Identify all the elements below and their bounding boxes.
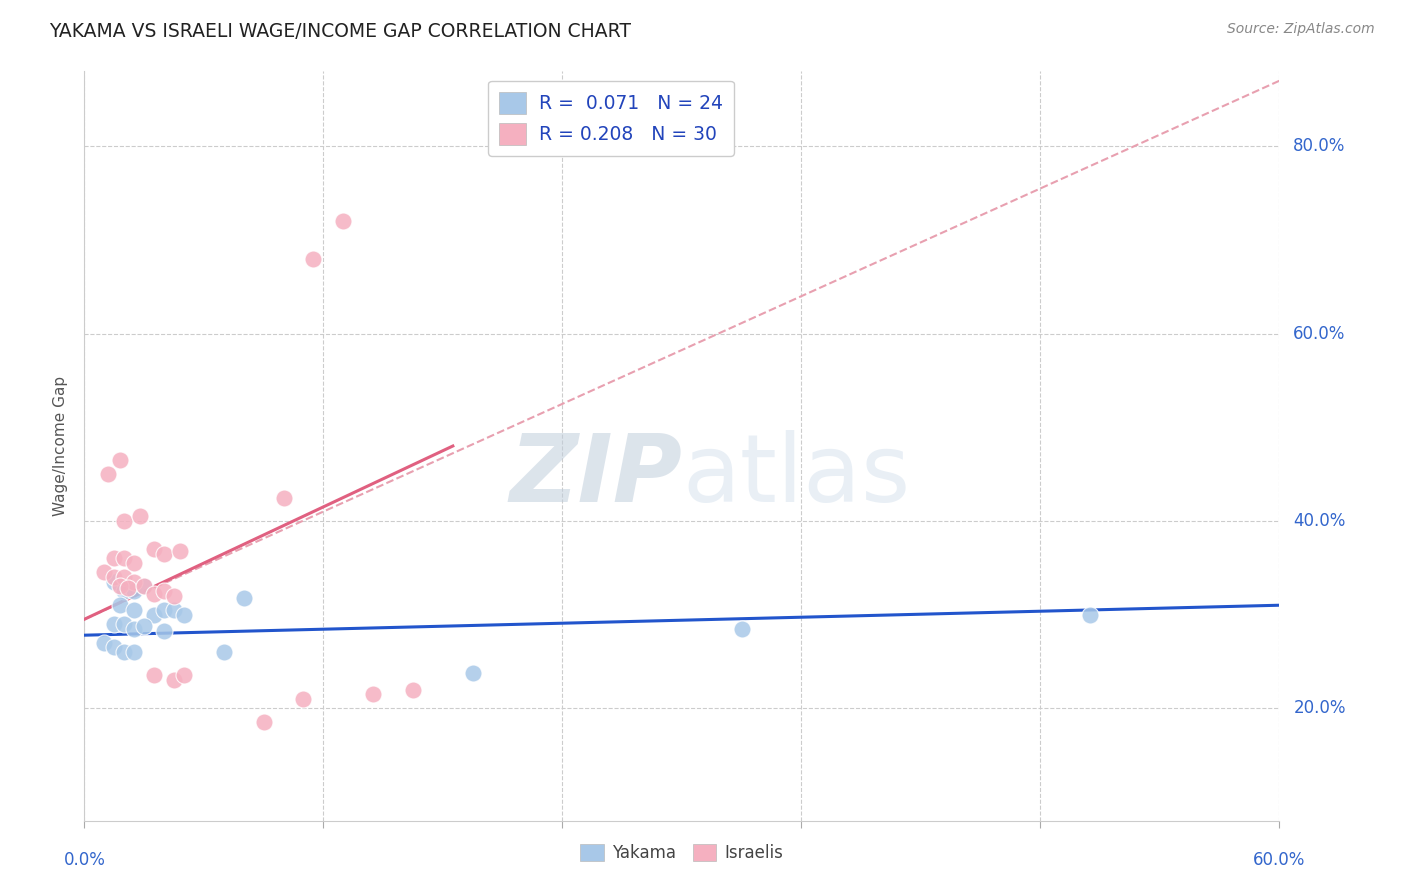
Point	[292, 692, 315, 706]
Point	[122, 622, 145, 636]
Text: 80.0%: 80.0%	[1294, 137, 1346, 155]
Point	[103, 617, 125, 632]
Text: 20.0%: 20.0%	[1294, 699, 1346, 717]
Point	[103, 570, 125, 584]
Point	[112, 551, 135, 566]
Point	[103, 551, 125, 566]
Point	[153, 584, 176, 599]
Point	[103, 574, 125, 589]
Point	[143, 542, 166, 557]
Point	[212, 645, 235, 659]
Text: atlas: atlas	[682, 430, 910, 522]
Text: 60.0%: 60.0%	[1253, 851, 1306, 869]
Point	[122, 603, 145, 617]
Point	[112, 645, 135, 659]
Point	[143, 607, 166, 622]
Point	[173, 668, 195, 682]
Point	[163, 673, 186, 688]
Point	[273, 491, 295, 505]
Text: 0.0%: 0.0%	[63, 851, 105, 869]
Point	[110, 453, 132, 467]
Legend: Yakama, Israelis: Yakama, Israelis	[574, 837, 790, 869]
Point	[132, 580, 156, 594]
Point	[731, 622, 754, 636]
Text: Source: ZipAtlas.com: Source: ZipAtlas.com	[1227, 22, 1375, 37]
Point	[332, 214, 354, 228]
Point	[93, 635, 115, 649]
Point	[153, 624, 176, 639]
Point	[122, 574, 145, 589]
Point	[253, 715, 276, 730]
Point	[110, 599, 132, 613]
Point	[103, 640, 125, 655]
Point	[361, 687, 384, 701]
Point	[302, 252, 325, 266]
Point	[143, 668, 166, 682]
Point	[122, 556, 145, 570]
Point	[153, 547, 176, 561]
Point	[143, 587, 166, 601]
Point	[122, 645, 145, 659]
Point	[163, 603, 186, 617]
Point	[402, 682, 425, 697]
Point	[112, 570, 135, 584]
Point	[132, 619, 156, 633]
Point	[153, 603, 176, 617]
Text: 60.0%: 60.0%	[1294, 325, 1346, 343]
Y-axis label: Wage/Income Gap: Wage/Income Gap	[53, 376, 69, 516]
Point	[117, 582, 139, 596]
Text: 40.0%: 40.0%	[1294, 512, 1346, 530]
Point	[169, 544, 191, 558]
Point	[97, 467, 120, 482]
Point	[163, 589, 186, 603]
Point	[461, 665, 484, 680]
Point	[93, 566, 115, 580]
Point	[110, 580, 132, 594]
Point	[1078, 607, 1101, 622]
Point	[129, 509, 152, 524]
Point	[173, 607, 195, 622]
Point	[132, 580, 156, 594]
Text: YAKAMA VS ISRAELI WAGE/INCOME GAP CORRELATION CHART: YAKAMA VS ISRAELI WAGE/INCOME GAP CORREL…	[49, 22, 631, 41]
Point	[112, 584, 135, 599]
Point	[232, 591, 254, 605]
Text: ZIP: ZIP	[509, 430, 682, 522]
Point	[112, 617, 135, 632]
Point	[112, 514, 135, 528]
Point	[122, 584, 145, 599]
